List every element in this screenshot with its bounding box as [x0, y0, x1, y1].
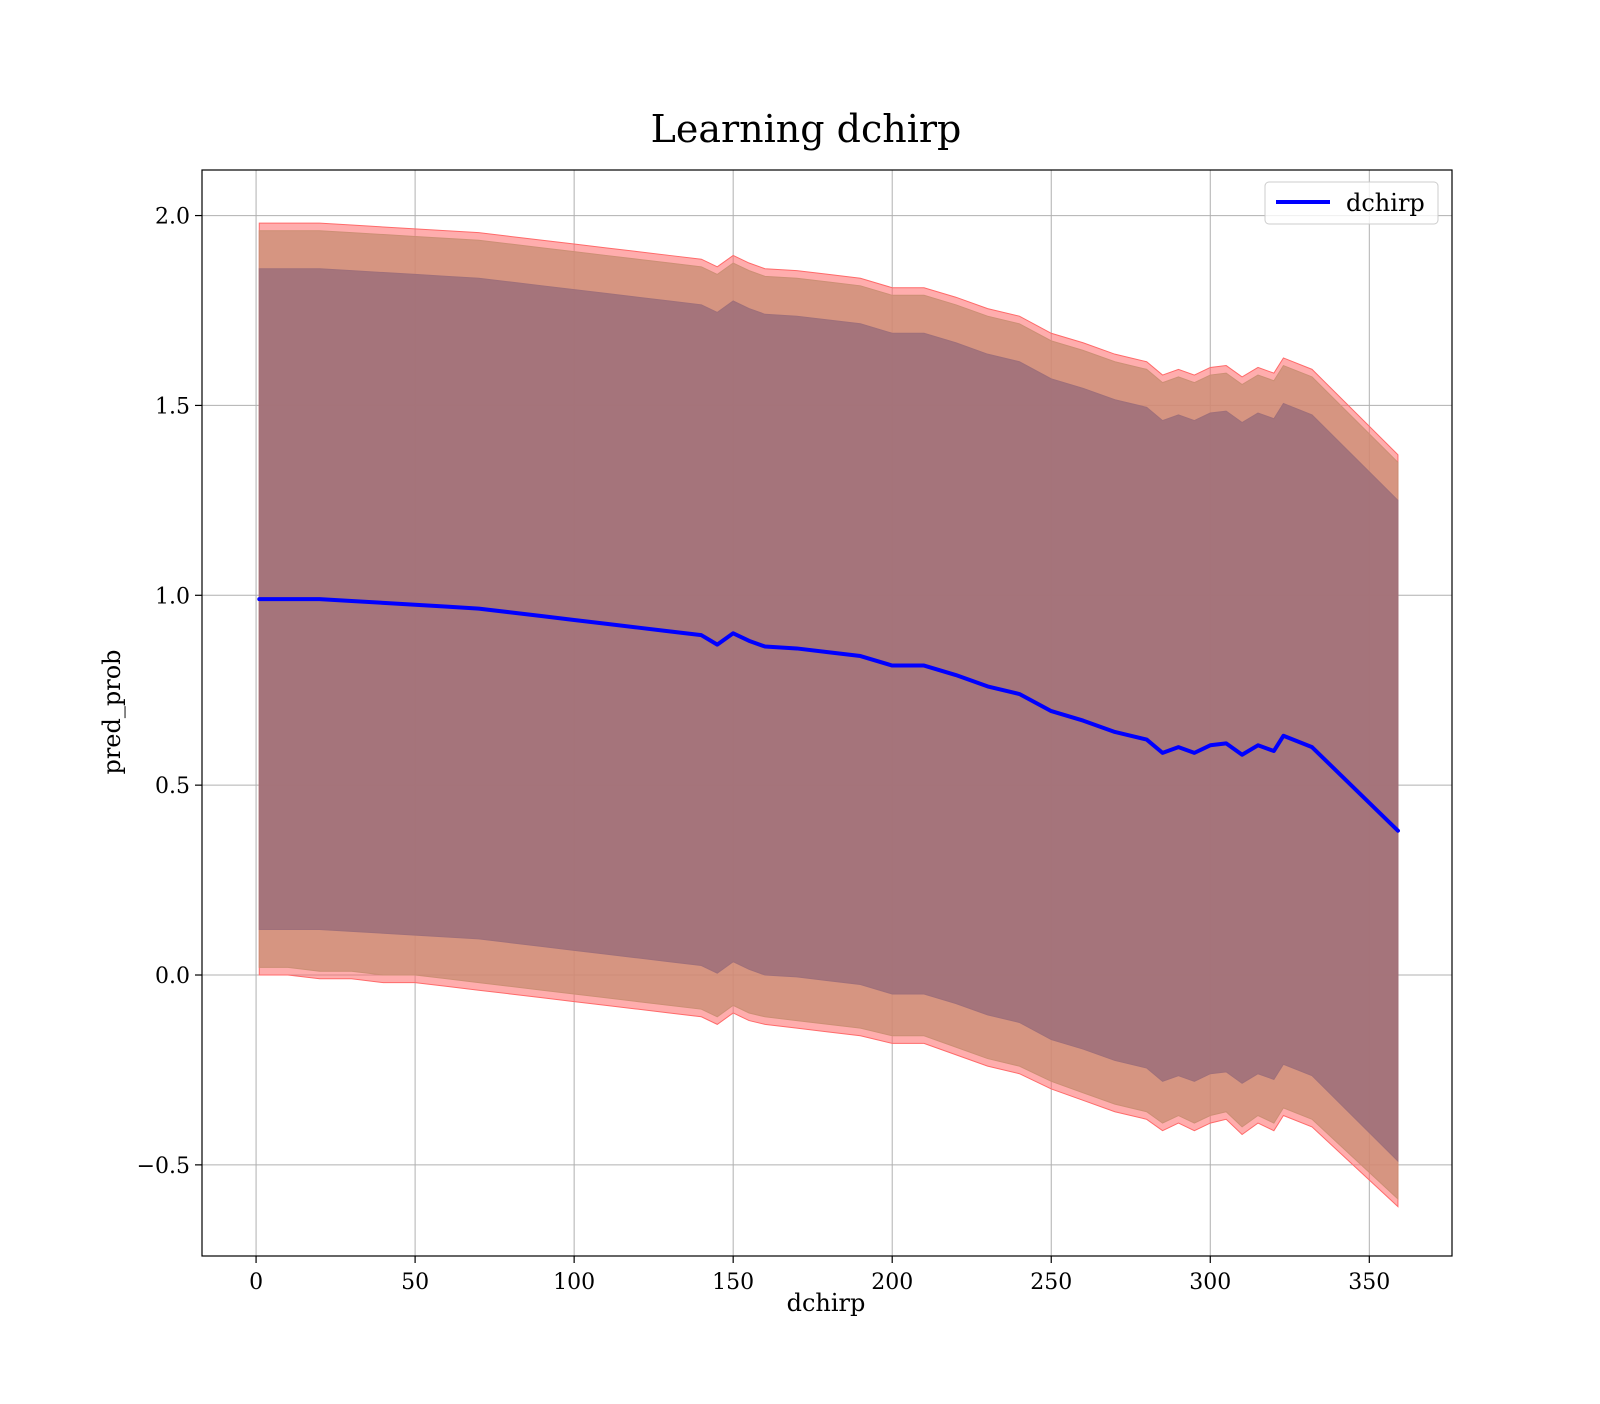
- x-axis-label: dchirp: [787, 1289, 866, 1317]
- y-tick-label: 1.5: [155, 394, 190, 419]
- band-inner: [258, 268, 1399, 1163]
- y-tick-label: 2.0: [155, 205, 190, 230]
- legend-box: [1264, 181, 1439, 225]
- y-tick-label: 0.5: [155, 774, 190, 799]
- x-tick-label: 0: [249, 1270, 263, 1295]
- legend-label-dchirp: dchirp: [1346, 189, 1425, 217]
- y-tick-label: 1.0: [155, 584, 190, 609]
- axis-ticks: 0 50 100 150 200 250 300 350 −0.5 0.0 0.5 1.0 1.5 2.0: [137, 205, 1391, 1295]
- y-axis-label: pred_prob: [98, 649, 126, 774]
- x-tick-label: 250: [1030, 1270, 1072, 1295]
- x-tick-label: 350: [1348, 1270, 1390, 1295]
- chart-title: Learning dchirp: [651, 107, 962, 151]
- confidence-bands: [258, 222, 1399, 1208]
- series-lines: [257, 597, 1400, 833]
- y-tick-label: 0.0: [155, 964, 190, 989]
- series-line-dchirp: [257, 597, 1400, 833]
- plot-area-frame: [201, 169, 1453, 1257]
- legend: dchirp: [1264, 181, 1439, 225]
- x-tick-label: 200: [871, 1270, 913, 1295]
- x-tick-label: 300: [1189, 1270, 1231, 1295]
- x-tick-label: 50: [401, 1270, 429, 1295]
- x-tick-label: 150: [712, 1270, 754, 1295]
- x-tick-label: 100: [553, 1270, 595, 1295]
- y-tick-label: −0.5: [137, 1154, 190, 1179]
